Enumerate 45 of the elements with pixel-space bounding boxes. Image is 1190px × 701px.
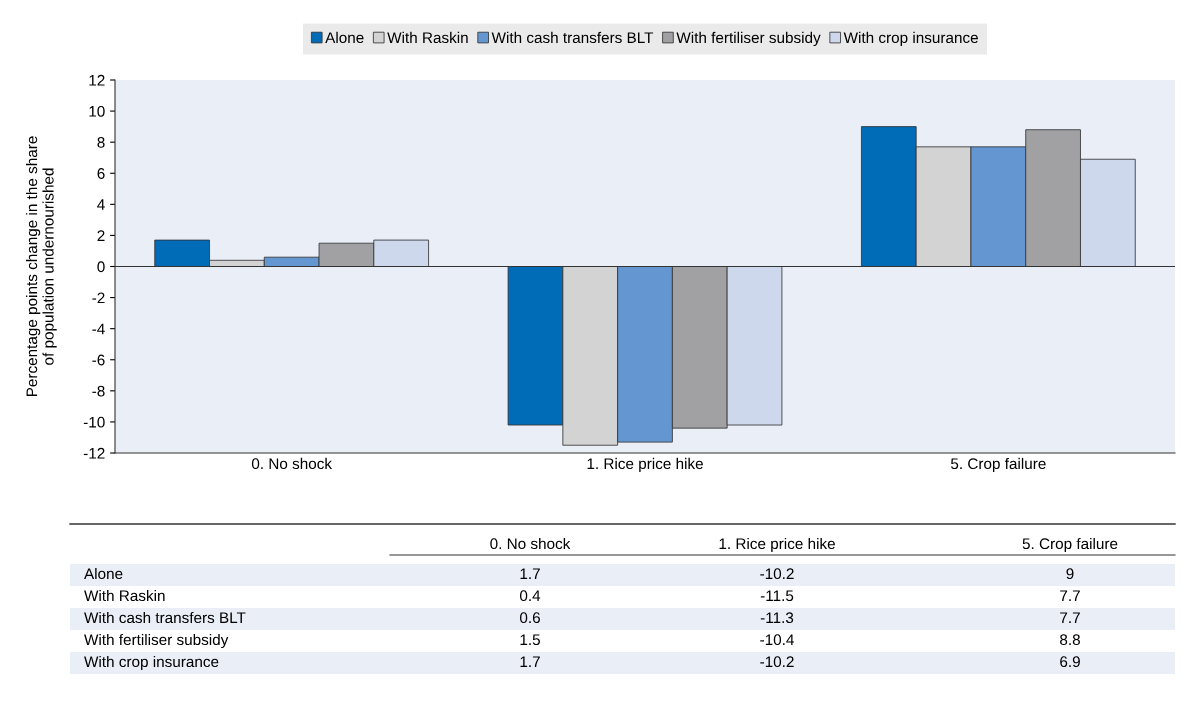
data-label: 1.7	[520, 568, 540, 579]
data-label: -11.3	[760, 612, 794, 624]
x-tick-label: 0. No shock	[251, 457, 333, 470]
y-tick-label: 12	[89, 74, 105, 86]
series-label: With crop insurance	[84, 655, 219, 671]
series-label: With cash transfers BLT	[84, 611, 246, 624]
data-label: -11.5	[760, 590, 794, 602]
data-label: 8.8	[1060, 634, 1080, 646]
data-label: 0.4	[519, 590, 541, 602]
data-label: -10.2	[760, 656, 794, 668]
x-tick-label: 5. Crop failure	[950, 457, 1046, 473]
data-label: 9	[1066, 568, 1074, 580]
text: With Raskin	[84, 589, 165, 602]
y-tick-label: 10	[89, 105, 105, 117]
legend-label: With cash transfers BLT	[491, 31, 654, 44]
y-axis-title: Percentage points change in the share of population undernourished	[26, 136, 57, 397]
legend-label: With fertiliser subsidy	[676, 31, 821, 47]
y-tick-label: 4	[97, 199, 105, 210]
data-label: -10.2	[760, 568, 794, 580]
legend-label: With crop insurance	[843, 31, 978, 47]
legend-label: With Raskin	[387, 31, 468, 44]
series-label: Alone	[84, 567, 123, 580]
y-tick-label: 2	[97, 230, 105, 241]
legend-label: Alone	[325, 31, 364, 44]
category-label: 0. No shock	[490, 537, 571, 550]
y-tick-label: -2	[92, 292, 105, 304]
data-label: 1.7	[520, 656, 540, 667]
data-label: 7.7	[1060, 590, 1080, 601]
y-tick-label: -12	[83, 447, 105, 459]
text: With fertiliser subsidy	[84, 633, 229, 649]
y-tick-label: -10	[83, 416, 105, 428]
y-tick-label: -8	[92, 385, 105, 397]
x-tick-label: 1. Rice price hike	[587, 457, 703, 473]
y-tick-label: -6	[92, 354, 105, 366]
data-label: 6.9	[1060, 656, 1080, 668]
data-label: -10.4	[760, 634, 794, 646]
category-label: 1. Rice price hike	[719, 537, 835, 553]
data-label: 7.7	[1060, 612, 1080, 623]
data-label: 0.6	[519, 612, 540, 624]
y-tick-label: 6	[97, 168, 105, 179]
data-label: 1.5	[520, 634, 540, 646]
y-tick-label: -4	[92, 323, 105, 335]
category-label: 5. Crop failure	[1022, 537, 1118, 553]
y-tick-label: 0	[97, 261, 105, 273]
y-tick-label: 8	[97, 137, 105, 148]
